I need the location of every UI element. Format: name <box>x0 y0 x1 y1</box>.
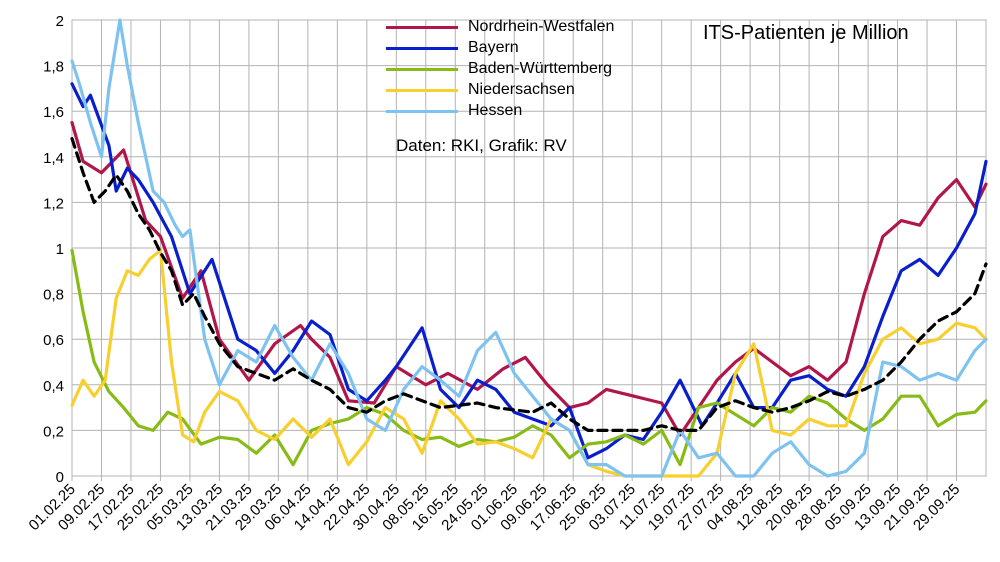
legend-item: Hessen <box>386 101 646 122</box>
y-tick-label: 2 <box>56 13 64 30</box>
legend-swatch <box>386 47 458 50</box>
series-line-0 <box>70 120 988 437</box>
series-line-4 <box>70 18 988 478</box>
legend-label: Hessen <box>468 102 523 119</box>
y-tick-label: 1,2 <box>43 195 64 212</box>
legend-item: Bayern <box>386 38 646 59</box>
series-line-mean <box>70 137 988 432</box>
legend-label: Bayern <box>468 39 519 56</box>
legend-item: Baden-Württemberg <box>386 59 646 80</box>
plot-frame <box>71 19 987 477</box>
y-axis-ticks: 0 0,2 0,4 0,6 0,8 1 1,2 1,4 1,6 1,8 2 <box>43 13 64 486</box>
series-line-1 <box>70 82 988 460</box>
axes <box>71 19 987 481</box>
legend: Nordrhein-Westfalen Bayern Baden-Württembe… <box>386 17 646 122</box>
y-tick-label: 0,4 <box>43 378 64 395</box>
x-axis-ticks: 01.02.2509.02.2517.02.2525.02.2505.03.25… <box>26 481 964 534</box>
y-tick-label: 1,4 <box>43 150 64 167</box>
y-tick-label: 0,6 <box>43 332 64 349</box>
series-lines <box>70 18 988 478</box>
legend-label: Baden-Württemberg <box>468 60 613 77</box>
chart-title: ITS-Patienten je Million <box>703 22 909 44</box>
series-line-3 <box>70 248 988 478</box>
y-tick-label: 0,2 <box>43 423 64 440</box>
y-tick-label: 0,8 <box>43 287 64 304</box>
y-tick-label: 1 <box>56 241 64 258</box>
legend-swatch <box>386 26 458 29</box>
y-tick-label: 1,8 <box>43 59 64 76</box>
y-tick-label: 1,6 <box>43 104 64 121</box>
legend-item: Niedersachsen <box>386 80 646 101</box>
y-tick-label: 0 <box>56 469 64 486</box>
legend-swatch <box>386 89 458 92</box>
legend-item: Nordrhein-Westfalen <box>386 17 646 38</box>
legend-label: Nordrhein-Westfalen <box>468 18 615 35</box>
legend-swatch <box>386 110 458 113</box>
source-annotation: Daten: RKI, Grafik: RV <box>396 136 567 155</box>
legend-label: Niedersachsen <box>468 81 575 98</box>
legend-swatch <box>386 68 458 71</box>
